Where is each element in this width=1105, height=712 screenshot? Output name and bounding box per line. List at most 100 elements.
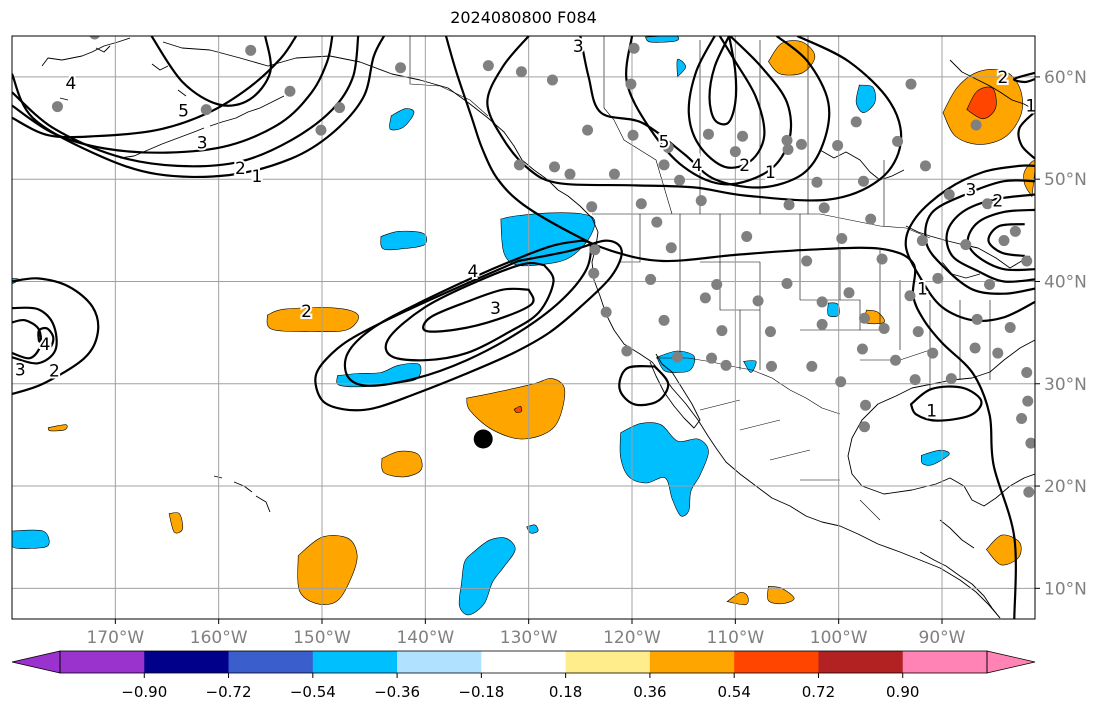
colorbar-tick-label: 0.18 [549,683,582,701]
shaded-region [458,537,516,616]
station-marker [1004,322,1016,333]
colorbar-segment [649,651,735,673]
station-marker [960,239,972,251]
station-marker [200,104,212,116]
station-marker [720,359,732,371]
shaded-region [985,534,1022,566]
station-marker [971,313,983,325]
contour-label: 3 [573,37,584,57]
colorbar-segment [228,651,314,673]
contour-label: 3 [966,180,977,200]
contour-line [625,36,793,186]
station-marker [905,78,917,90]
station-marker [245,44,257,56]
contour-label: 5 [178,102,189,122]
station-marker [782,144,794,156]
colorbar-segment [60,651,145,673]
station-marker [600,306,612,318]
station-marker [51,101,63,113]
station-marker [801,255,813,267]
station-marker [651,216,663,228]
coastline-hudson-bay [819,59,1035,181]
contour-line [12,318,42,360]
station-marker [818,202,830,214]
station-marker [627,129,639,141]
station-marker [334,102,346,114]
station-marker [850,116,862,128]
contour-line [1013,71,1035,84]
colorbar-segment [481,651,567,673]
border-layer [409,36,991,521]
contour-layer [12,36,1035,619]
contour-line [150,36,272,107]
station-marker [781,134,793,146]
contour-line [12,36,334,154]
station-marker [589,244,601,256]
station-marker [1023,486,1035,498]
station-marker [766,360,777,372]
y-tick-label: 60°N [1044,68,1087,88]
station-marker [608,168,620,180]
coastline-west-north-america [557,189,1001,619]
station-marker [635,198,647,210]
station-marker [781,278,793,290]
station-marker [621,345,633,357]
station-marker [564,168,576,180]
station-marker [856,343,868,355]
shaded-region [768,40,816,76]
station-marker [878,323,890,335]
contour-label: 1 [765,163,776,183]
y-tick-label: 30°N [1044,375,1087,395]
x-tick-label: 140°W [396,628,454,648]
contour-label: 5 [659,132,670,152]
station-marker [843,287,855,299]
station-marker [628,42,640,54]
contour-label: 1 [0,388,8,408]
station-marker [892,135,904,147]
station-marker [811,176,823,188]
station-marker [315,124,327,136]
colorbar-tick-label: 0.90 [886,683,919,701]
colorbar-segment [565,651,651,673]
contour-line [384,261,555,362]
station-marker [860,399,872,411]
shaded-region [380,230,427,251]
station-marker [284,85,296,97]
station-marker [783,199,795,211]
station-marker [741,230,753,242]
shaded-region [966,86,997,120]
colorbar-tick-label: −0.90 [121,683,167,701]
shaded-region [389,108,415,131]
shaded-region [726,591,749,606]
x-axis-ticks: 170°W 160°W 150°W 140°W 130°W 120°W 110°W 100°W… [86,619,966,648]
colorbar-segment [312,651,398,673]
station-marker [832,139,844,151]
station-marker [752,295,764,307]
shaded-region [644,36,680,43]
shaded-region [513,405,523,413]
contour-label: 1 [926,401,937,421]
station-marker [984,279,996,291]
x-tick-label: 130°W [500,628,558,648]
chart-title: 2024080800 F084 [450,8,597,27]
station-marker [658,159,670,171]
border-us-mexico [656,357,841,415]
station-marker [546,74,558,86]
station-marker [816,318,828,330]
station-marker [1021,367,1033,379]
station-marker [549,161,560,173]
colorbar-tick-label: 0.36 [633,683,666,701]
station-marker [876,253,888,265]
station-marker [582,124,594,136]
station-marker [645,273,657,285]
station-marker [859,421,870,433]
station-marker [992,347,1004,359]
station-marker [1022,395,1034,407]
station-marker [835,376,847,388]
station-marker [795,138,807,150]
y-tick-label: 20°N [1044,477,1087,497]
station-marker [981,198,993,210]
contour-label: 4 [65,74,76,94]
station-marker [969,342,981,354]
